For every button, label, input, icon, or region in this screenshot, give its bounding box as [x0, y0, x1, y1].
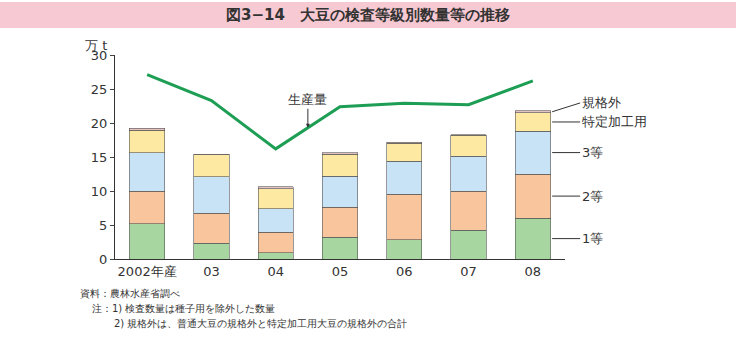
- svg-text:2等: 2等: [582, 189, 603, 204]
- svg-text:25: 25: [91, 82, 108, 97]
- svg-text:04: 04: [267, 264, 284, 279]
- svg-text:10: 10: [91, 184, 108, 199]
- svg-text:0: 0: [99, 252, 107, 267]
- svg-text:2002年産: 2002年産: [118, 264, 177, 279]
- svg-text:3等: 3等: [582, 145, 603, 160]
- html-text:資料：農林水産省調べ: 資料：農林水産省調べ: [80, 288, 180, 299]
- svg-text:05: 05: [332, 264, 349, 279]
- svg-text:特定加工用: 特定加工用: [582, 114, 647, 129]
- svg-text:1等: 1等: [582, 231, 603, 246]
- svg-text:15: 15: [91, 150, 108, 165]
- svg-text:生産量: 生産量: [288, 92, 327, 107]
- svg-text:07: 07: [460, 264, 477, 279]
- html-text:注：1) 検査数量は種子用を除外した数量: 注：1) 検査数量は種子用を除外した数量: [92, 303, 276, 314]
- svg-text:06: 06: [396, 264, 413, 279]
- svg-text:万 t: 万 t: [85, 38, 107, 53]
- svg-text:5: 5: [99, 218, 107, 233]
- svg-text:08: 08: [525, 264, 542, 279]
- svg-text:03: 03: [203, 264, 220, 279]
- svg-text:20: 20: [91, 116, 108, 131]
- svg-text:規格外: 規格外: [582, 95, 621, 110]
- html-text:2) 規格外は、普通大豆の規格外と特定加工用大豆の規格外の合: 2) 規格外は、普通大豆の規格外と特定加工用大豆の規格外の合計: [114, 318, 408, 329]
- svg-text:30: 30: [91, 48, 108, 63]
- html-text:図3−14 大豆の検査等級別数量等の推移: 図3−14 大豆の検査等級別数量等の推移: [226, 6, 510, 24]
